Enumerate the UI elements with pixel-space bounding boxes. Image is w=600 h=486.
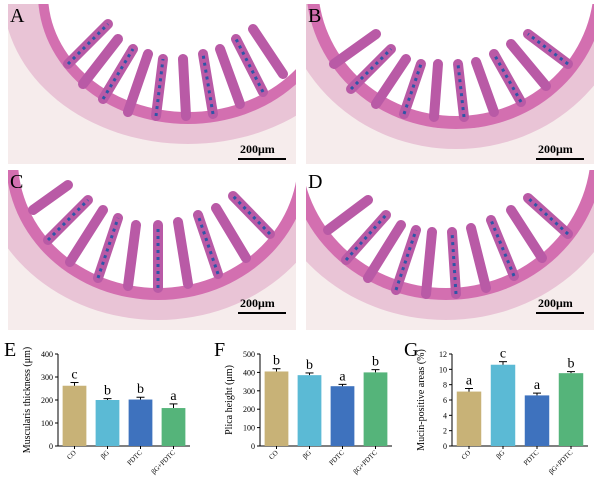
x-tick-label: CO xyxy=(65,449,78,462)
bar xyxy=(363,372,388,446)
chart-plot-area: 0 100 200 300 400 500 Plica height (μm) b CO b βG a… xyxy=(224,350,392,476)
significance-letter: b xyxy=(104,384,111,399)
micrograph-a-label: A xyxy=(10,5,25,27)
bar xyxy=(490,364,516,446)
bar xyxy=(264,371,289,446)
micrograph-d: D 200μm xyxy=(306,170,594,330)
micrograph-d-scale-text: 200μm xyxy=(538,296,573,310)
chart-e-svg: 0 100 200 300 400 Muscularis thickness (μm) c C… xyxy=(22,347,190,476)
chart-g-label: G xyxy=(404,339,419,361)
chart-e-label: E xyxy=(4,339,17,361)
x-tick-label: βG xyxy=(301,449,313,461)
x-tick-label: CO xyxy=(267,449,280,462)
micrograph-d-scale-bar xyxy=(536,312,584,314)
significance-letter: b xyxy=(137,382,144,397)
chart-plot-area: 0 2 4 6 8 10 12 Mucin-positive areas (%) a CO c βG a… xyxy=(416,347,588,476)
bar xyxy=(330,386,355,446)
micrograph-b-image xyxy=(306,4,594,164)
micrograph-b-scale-text: 200μm xyxy=(538,142,573,156)
x-tick-label: βG+PDTC xyxy=(150,449,177,476)
y-tick-label: 2 xyxy=(443,427,447,436)
significance-letter: a xyxy=(339,369,346,384)
y-tick-label: 500 xyxy=(243,350,255,359)
chart-g: 0 2 4 6 8 10 12 Mucin-positive areas (%) a CO c βG a… xyxy=(400,338,600,484)
y-tick-label: 0 xyxy=(443,442,447,451)
x-tick-label: βG xyxy=(99,449,111,461)
y-tick-label: 400 xyxy=(243,368,255,377)
significance-letter: c xyxy=(500,347,506,362)
y-tick-label: 400 xyxy=(41,350,53,359)
significance-letter: a xyxy=(466,374,473,389)
chart-f: 0 100 200 300 400 500 Plica height (μm) b CO b βG a… xyxy=(200,338,400,484)
significance-letter: a xyxy=(170,389,177,404)
bar xyxy=(95,400,120,446)
y-axis-label: Muscularis thickness (μm) xyxy=(22,347,33,453)
y-tick-label: 6 xyxy=(443,396,447,405)
y-tick-label: 100 xyxy=(41,419,53,428)
significance-letter: b xyxy=(372,355,379,370)
bar xyxy=(297,375,322,446)
micrograph-a-scale-text: 200μm xyxy=(240,142,275,156)
significance-letter: a xyxy=(534,378,541,393)
x-tick-label: PDTC xyxy=(522,449,541,468)
x-tick-label: βG+PDTC xyxy=(547,449,574,476)
micrograph-a-scale-bar xyxy=(238,158,286,160)
y-axis-label: Mucin-positive areas (%) xyxy=(416,349,427,451)
bar xyxy=(161,408,186,446)
x-tick-label: PDTC xyxy=(126,449,145,468)
y-tick-label: 200 xyxy=(41,396,53,405)
micrograph-b-label: B xyxy=(308,5,322,27)
y-tick-label: 200 xyxy=(243,405,255,414)
y-tick-label: 100 xyxy=(243,424,255,433)
y-tick-label: 10 xyxy=(439,365,447,374)
significance-letter: c xyxy=(71,368,77,383)
significance-letter: b xyxy=(273,354,280,369)
x-tick-label: PDTC xyxy=(328,449,347,468)
chart-plot-area: 0 100 200 300 400 Muscularis thickness (μm) c C… xyxy=(22,347,190,476)
chart-f-svg: 0 100 200 300 400 500 Plica height (μm) b CO b βG a… xyxy=(224,350,392,476)
bar xyxy=(524,395,550,446)
micrograph-a-image xyxy=(8,4,296,164)
bar xyxy=(62,385,87,446)
bar xyxy=(128,399,153,446)
micrograph-d-label: D xyxy=(308,171,323,193)
x-tick-label: βG+PDTC xyxy=(352,449,379,476)
chart-e: 0 100 200 300 400 Muscularis thickness (μm) c C… xyxy=(0,338,200,484)
y-tick-label: 300 xyxy=(41,373,53,382)
y-tick-label: 4 xyxy=(443,411,447,420)
y-tick-label: 12 xyxy=(439,350,447,359)
y-tick-label: 300 xyxy=(243,387,255,396)
micrograph-b-scale-bar xyxy=(536,158,584,160)
micrograph-c-scale-bar xyxy=(238,312,286,314)
micrograph-b: B 200μm xyxy=(306,4,594,164)
y-tick-label: 0 xyxy=(49,442,53,451)
chart-f-label: F xyxy=(214,339,226,361)
y-axis-label: Plica height (μm) xyxy=(224,365,235,435)
bar xyxy=(558,373,584,446)
micrograph-c: C 200μm xyxy=(8,170,296,330)
micrograph-a: A 200μm xyxy=(8,4,296,164)
y-tick-label: 8 xyxy=(443,381,447,390)
x-tick-label: βG xyxy=(495,449,507,461)
bar xyxy=(456,391,482,446)
significance-letter: b xyxy=(568,357,575,372)
significance-letter: b xyxy=(306,358,313,373)
x-tick-label: CO xyxy=(460,449,473,462)
micrograph-d-image xyxy=(306,170,594,330)
micrograph-c-label: C xyxy=(10,171,24,193)
micrograph-c-image xyxy=(8,170,296,330)
micrograph-c-scale-text: 200μm xyxy=(240,296,275,310)
y-tick-label: 0 xyxy=(251,442,255,451)
chart-g-svg: 0 2 4 6 8 10 12 Mucin-positive areas (%) a CO c βG a… xyxy=(416,347,588,476)
